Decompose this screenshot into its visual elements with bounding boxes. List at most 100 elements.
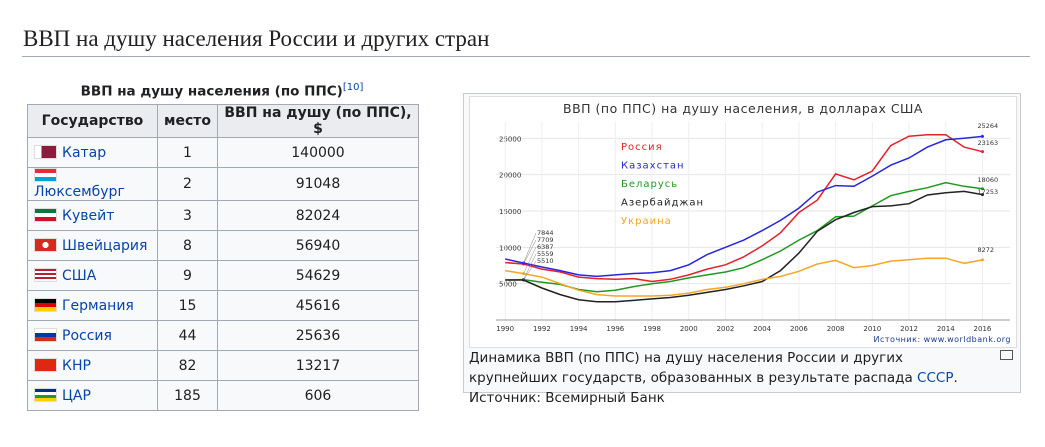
- country-link[interactable]: Катар: [62, 144, 107, 161]
- leader-line: [523, 253, 537, 280]
- table-row: Россия 44 25636: [27, 320, 419, 351]
- x-tick-label: 1998: [643, 325, 661, 333]
- country-link[interactable]: Германия: [62, 297, 134, 314]
- gdp-cell: 56940: [216, 230, 419, 261]
- gdp-cell: 45616: [216, 290, 419, 321]
- table-caption: ВВП на душу населения (по ППС)[10]: [27, 82, 417, 100]
- rank-cell: 82: [157, 350, 218, 381]
- column-header: Государство: [27, 104, 158, 138]
- flag-icon: [34, 267, 57, 282]
- country-link[interactable]: США: [62, 267, 97, 284]
- table-row: Германия 15 45616: [27, 290, 419, 321]
- legend-entry: Казахстан: [621, 161, 685, 172]
- end-label: 8272: [977, 246, 994, 254]
- heading-rule: [22, 56, 1030, 57]
- leader-line: [523, 239, 537, 265]
- x-tick-label: 2008: [827, 325, 845, 333]
- legend-entry: Украина: [621, 216, 672, 227]
- y-tick-label: 5000: [499, 281, 517, 289]
- series-line: [505, 181, 983, 293]
- rank-cell: 2: [157, 167, 218, 201]
- x-tick-label: 2016: [974, 325, 992, 333]
- point: [980, 258, 984, 262]
- caption-text: ВВП на душу населения (по ППС): [80, 83, 343, 100]
- gdp-cell: 25636: [216, 320, 419, 351]
- legend-entry: Азербайджан: [621, 198, 704, 209]
- gdp-cell: 13217: [216, 350, 419, 381]
- caption-text: . Источник: Всемирный Банк: [469, 370, 958, 406]
- country-cell: Катар: [27, 137, 158, 168]
- y-tick-label: 20000: [499, 172, 521, 180]
- point: [980, 134, 984, 138]
- gdp-cell: 140000: [216, 137, 419, 168]
- series-line: [505, 190, 983, 303]
- start-label: 6387: [537, 243, 554, 251]
- legend-entry: Россия: [621, 142, 663, 153]
- gdp-cell: 91048: [216, 167, 419, 201]
- y-tick-label: 25000: [499, 135, 521, 143]
- country-link[interactable]: ЦАР: [62, 387, 91, 404]
- table-row: КНР 82 13217: [27, 350, 419, 381]
- reference[interactable]: [10]: [342, 82, 364, 93]
- country-link[interactable]: Люксембург: [34, 184, 125, 200]
- flag-icon: [34, 357, 57, 372]
- point: [522, 278, 526, 282]
- flag-icon: [34, 237, 57, 252]
- country-cell: КНР: [27, 350, 158, 381]
- header-row: Государство место ВВП на душу (по ППС), $: [27, 104, 419, 138]
- point: [980, 193, 984, 197]
- chart: ВВП (по ППС) на душу населения, в доллар…: [469, 96, 1017, 348]
- caption-text: Динамика ВВП (по ППС) на душу населения …: [469, 350, 918, 386]
- rank-cell: 1: [157, 137, 218, 168]
- country-cell: США: [27, 260, 158, 291]
- start-label: 5510: [537, 257, 554, 265]
- figure: ВВП (по ППС) на душу населения, в доллар…: [463, 93, 1021, 406]
- y-tick-label: 10000: [499, 244, 521, 252]
- flag-icon: [34, 144, 57, 159]
- country-link[interactable]: Швейцария: [62, 237, 148, 254]
- point: [980, 150, 984, 154]
- heading: ВВП на душу населения России и других ст…: [23, 26, 490, 51]
- gdp-cell: 82024: [216, 200, 419, 231]
- gdp-table: Государство место ВВП на душу (по ППС), $ К…: [27, 104, 419, 411]
- end-label: 17253: [977, 188, 998, 196]
- column-header: ВВП на душу (по ППС), $: [216, 104, 419, 138]
- source-note: Источник: www.worldbank.org: [874, 335, 1011, 344]
- caption-link[interactable]: СССР: [917, 370, 954, 386]
- point: [522, 272, 526, 276]
- x-tick-label: 2000: [680, 325, 698, 333]
- flag-icon: [34, 327, 57, 342]
- leader-line: [523, 232, 537, 264]
- country-link[interactable]: КНР: [62, 357, 91, 374]
- country-link[interactable]: Россия: [62, 327, 112, 344]
- gdp-cell: 606: [216, 380, 419, 411]
- rank-cell: 8: [157, 230, 218, 261]
- rank-cell: 3: [157, 200, 218, 231]
- enlarge-icon[interactable]: [1000, 350, 1013, 360]
- table-row: Катар 1 140000: [27, 137, 419, 168]
- y-tick-label: 15000: [499, 208, 521, 216]
- rank-cell: 44: [157, 320, 218, 351]
- x-tick-label: 1996: [606, 325, 624, 333]
- end-label: 23163: [977, 139, 998, 147]
- country-cell: ЦАР: [27, 380, 158, 411]
- series-line: [505, 257, 983, 297]
- rank-cell: 185: [157, 380, 218, 411]
- country-cell: Россия: [27, 320, 158, 351]
- gdp-cell: 54629: [216, 260, 419, 291]
- point: [980, 187, 984, 191]
- start-label: 7709: [537, 236, 554, 244]
- x-tick-label: 2006: [790, 325, 808, 333]
- country-link[interactable]: Кувейт: [62, 207, 115, 224]
- x-tick-label: 1990: [496, 325, 514, 333]
- legend-entry: Беларусь: [621, 179, 678, 190]
- end-label: 25264: [977, 122, 998, 130]
- leader-line: [523, 260, 537, 281]
- column-header: место: [157, 104, 218, 138]
- x-tick-label: 2010: [863, 325, 881, 333]
- x-tick-label: 2014: [937, 325, 955, 333]
- country-cell: Люксембург: [27, 167, 158, 201]
- rank-cell: 9: [157, 260, 218, 291]
- figure-caption: Динамика ВВП (по ППС) на душу населения …: [469, 348, 989, 408]
